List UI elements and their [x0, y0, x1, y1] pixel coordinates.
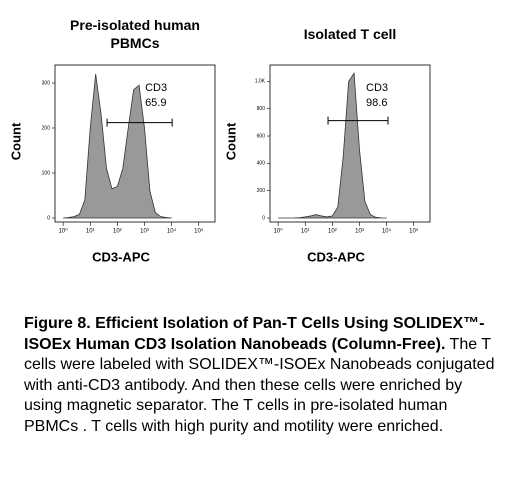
y-axis-label: Count	[223, 122, 238, 160]
y-tick-label: 400	[257, 161, 266, 167]
plot-frame	[54, 64, 216, 223]
caption-bold: Figure 8. Efficient Isolation of Pan-T C…	[24, 315, 485, 353]
x-tick-label: 10²	[328, 229, 337, 235]
y-tick-label: 100	[42, 170, 51, 176]
x-tick-label: 10³	[355, 229, 364, 235]
histogram-area	[63, 73, 172, 219]
y-tick-label: 0	[47, 215, 50, 221]
caption-text: The T cells were labeled with SOLIDEX™-I…	[24, 335, 495, 435]
x-tick-label: 10¹	[301, 229, 310, 235]
x-tick-label: 10⁰	[59, 228, 69, 235]
y-tick-label: 200	[42, 125, 51, 131]
x-tick-label: 10⁴	[167, 228, 177, 235]
x-tick-label: 10⁵	[194, 228, 204, 235]
x-tick-label: 10³	[140, 229, 149, 235]
y-tick-label: 200	[257, 188, 266, 194]
gate-label: CD3	[145, 82, 167, 94]
gate-value: 65.9	[145, 97, 166, 109]
plot-frame	[269, 64, 431, 223]
x-axis-label: CD3-APC	[307, 249, 365, 264]
chart-title: Pre-isolated human PBMCs	[70, 17, 200, 51]
x-tick-label: 10⁴	[382, 228, 392, 235]
y-tick-label: 1.0K	[255, 79, 266, 85]
y-tick-label: 800	[257, 106, 266, 112]
x-tick-label: 10⁰	[274, 228, 284, 235]
x-axis-label: CD3-APC	[92, 249, 150, 264]
y-tick-label: 300	[42, 80, 51, 86]
chart: 0 100 200 300 10⁰ 10¹ 10² 10³ 10⁴ 10⁵ CD3 65.9 Count…	[8, 64, 431, 264]
gate-label: CD3	[366, 82, 388, 94]
y-axis-label: Count	[8, 122, 23, 160]
y-tick-label: 600	[257, 133, 266, 139]
x-tick-label: 10⁵	[409, 228, 419, 235]
x-tick-label: 10¹	[86, 229, 95, 235]
caption: Figure 8. Efficient Isolation of Pan-T C…	[24, 314, 496, 437]
histogram-area	[278, 71, 387, 219]
x-tick-label: 10²	[113, 229, 122, 235]
chart-title: Isolated T cell	[303, 26, 397, 42]
y-tick-label: 0	[262, 215, 265, 221]
gate-value: 98.6	[366, 97, 387, 109]
